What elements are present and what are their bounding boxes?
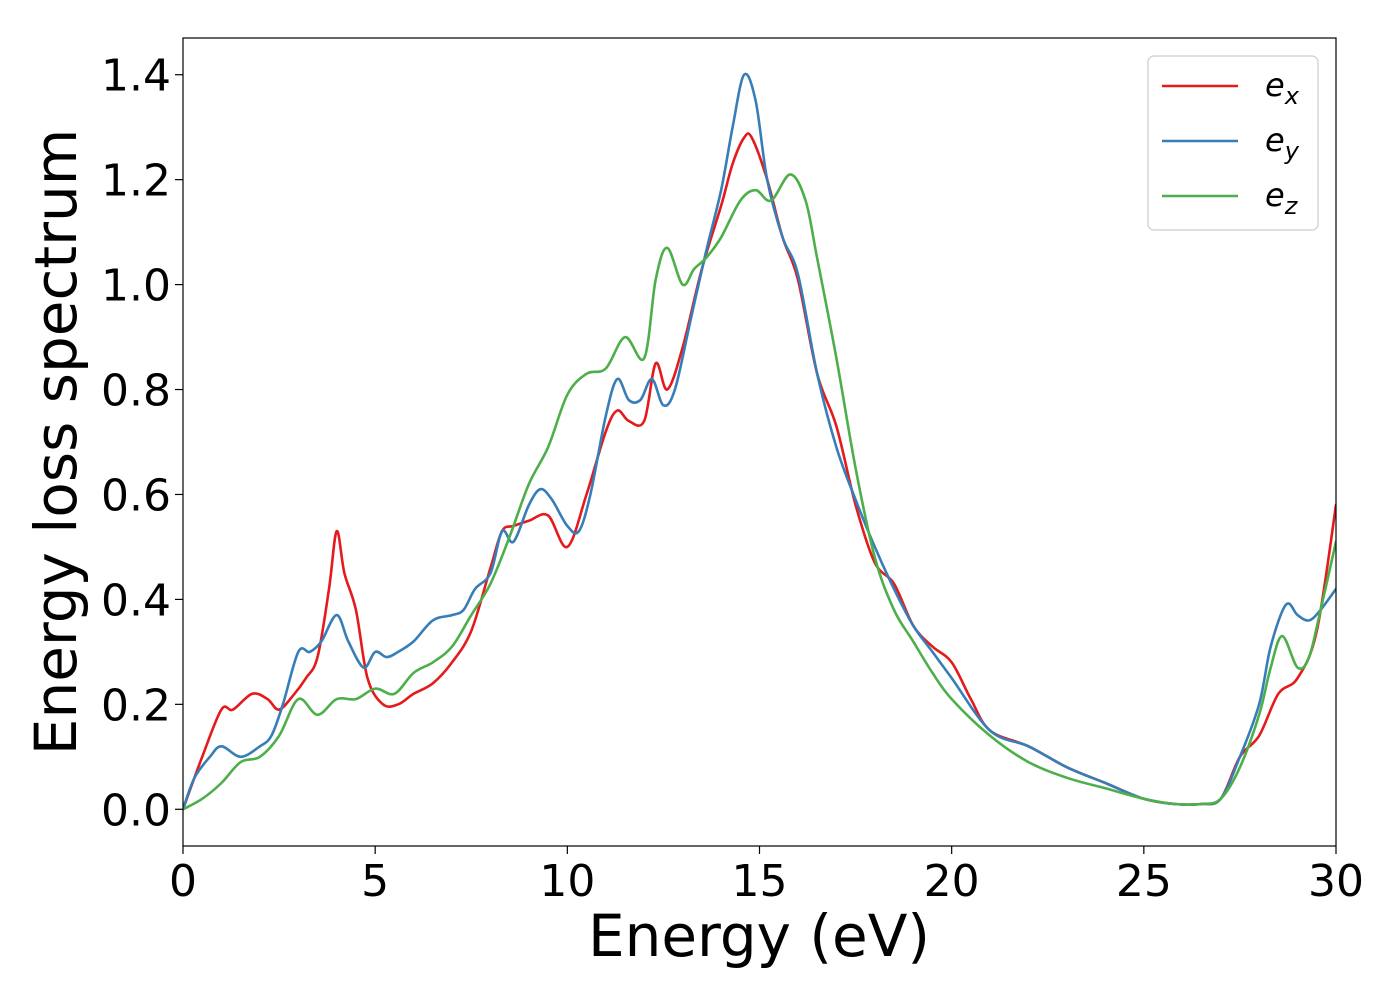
series-line-z: [183, 173, 1336, 811]
x-tick-label: 10: [539, 856, 595, 907]
x-axis-title: Energy (eV): [588, 902, 930, 970]
y-tick-label: 0.6: [101, 470, 171, 521]
y-tick-label: 1.4: [101, 51, 171, 102]
series-line-y: [183, 72, 1336, 811]
x-tick-label: 5: [361, 856, 389, 907]
y-tick-label: 1.2: [101, 156, 171, 207]
y-tick-label: 0.8: [101, 366, 171, 417]
x-tick-label: 0: [169, 856, 197, 907]
y-tick-label: 0.2: [101, 680, 171, 731]
y-tick-label: 0.0: [101, 785, 171, 836]
x-axis: 0 5 10 15 20 25 30: [169, 846, 1364, 907]
y-tick-label: 0.4: [101, 575, 171, 626]
x-tick-label: 25: [1116, 856, 1172, 907]
y-axis-title: Energy loss spectrum: [22, 129, 90, 755]
x-tick-label: 30: [1308, 856, 1364, 907]
x-tick-label: 15: [732, 856, 788, 907]
series-line-x: [183, 132, 1336, 811]
legend-box: [1147, 55, 1319, 231]
series-layer: [183, 72, 1336, 811]
y-axis: 0.0 0.2 0.4 0.6 0.8 1.0 1.2 1.4: [101, 51, 183, 836]
x-tick-label: 20: [924, 856, 980, 907]
y-tick-label: 1.0: [101, 261, 171, 312]
